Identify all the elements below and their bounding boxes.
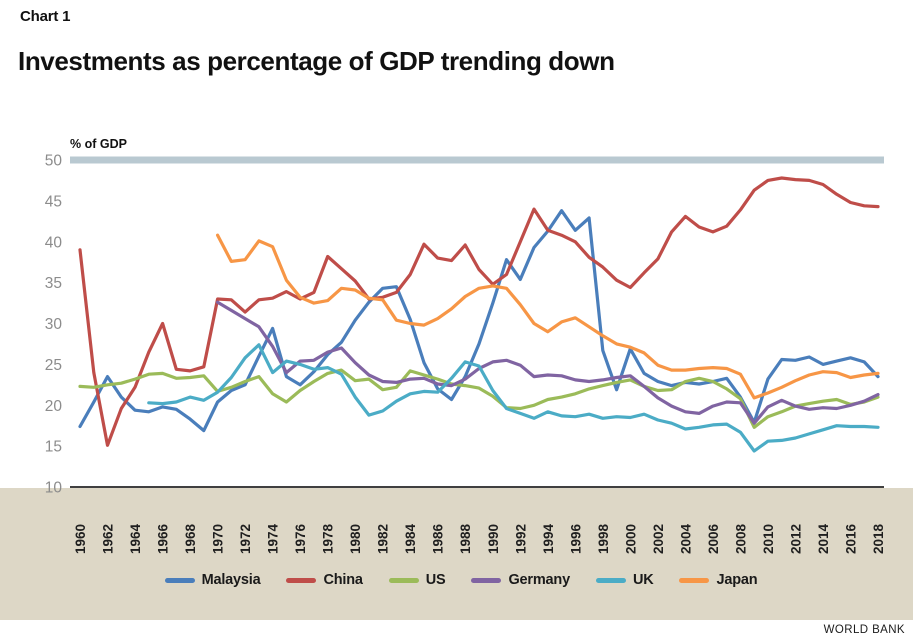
legend-swatch-japan [679, 577, 710, 583]
x-tick-label: 1962 [101, 524, 116, 554]
y-tick-label: 35 [45, 275, 62, 292]
legend-item-china: China [286, 572, 363, 588]
legend-label-malaysia: Malaysia [201, 572, 261, 588]
x-tick-label: 1992 [513, 524, 528, 554]
legend-swatch-malaysia [164, 577, 195, 583]
x-tick-label: 1978 [321, 523, 336, 554]
x-tick-label: 2016 [843, 523, 858, 554]
x-tick-label: 1960 [73, 524, 88, 554]
x-tick-label: 1998 [596, 523, 611, 554]
bottom-beige-band [0, 488, 913, 620]
x-tick-label: 1966 [156, 523, 171, 554]
legend-item-germany: Germany [471, 572, 570, 588]
chart-legend: Malaysia China US Germany UK Japan [0, 572, 922, 588]
y-tick-label: 25 [45, 357, 62, 374]
y-tick-label: 50 [45, 153, 63, 170]
x-tick-label: 1984 [403, 523, 418, 554]
x-tick-label: 1990 [486, 524, 501, 554]
chart-number-label: Chart 1 [20, 8, 71, 25]
series-line-china [78, 176, 880, 447]
y-tick-label: 40 [45, 234, 63, 251]
legend-label-uk: UK [632, 572, 654, 588]
x-tick-label: 2002 [651, 524, 666, 554]
x-tick-label: 1968 [183, 523, 198, 554]
y-tick-label: 45 [45, 193, 62, 210]
series-line-japan [216, 233, 880, 400]
legend-label-japan: Japan [716, 572, 758, 588]
legend-label-china: China [323, 572, 363, 588]
x-tick-label: 1976 [293, 523, 308, 554]
legend-swatch-us [388, 577, 419, 583]
legend-swatch-germany [471, 577, 502, 583]
series-line-germany [216, 300, 880, 425]
legend-item-uk: UK [595, 572, 654, 588]
x-tick-label: 1964 [128, 523, 143, 554]
y-tick-label: 10 [45, 480, 63, 497]
y-axis-unit-label: % of GDP [70, 137, 127, 151]
legend-swatch-uk [595, 577, 626, 583]
legend-label-us: US [425, 572, 446, 588]
x-tick-label: 1980 [348, 524, 363, 554]
x-tick-label: 2006 [706, 523, 721, 554]
legend-item-us: US [388, 572, 446, 588]
x-tick-label: 2018 [871, 523, 886, 554]
x-tick-label: 1988 [458, 523, 473, 554]
page-title: Investments as percentage of GDP trendin… [18, 46, 615, 76]
x-tick-label: 1970 [211, 524, 226, 554]
x-tick-label: 1994 [541, 523, 556, 554]
x-tick-label: 2000 [623, 524, 638, 554]
y-tick-label: 15 [45, 439, 62, 456]
gridline-band-50 [70, 156, 884, 164]
x-tick-label: 1996 [568, 523, 583, 554]
legend-swatch-china [286, 577, 317, 583]
x-tick-label: 1974 [266, 523, 281, 554]
legend-item-japan: Japan [679, 572, 758, 588]
x-tick-label: 2012 [788, 524, 803, 554]
legend-item-malaysia: Malaysia [164, 572, 261, 588]
series-line-uk [147, 343, 880, 453]
x-tick-label: 2014 [816, 523, 831, 554]
x-tick-label: 2008 [733, 523, 748, 554]
y-tick-label: 20 [45, 398, 63, 415]
legend-label-germany: Germany [508, 572, 570, 588]
x-tick-label: 2004 [678, 523, 693, 554]
source-attribution: WORLD BANK [823, 624, 905, 636]
x-tick-label: 2010 [761, 524, 776, 554]
x-tick-label: 1972 [238, 524, 253, 554]
x-tick-label: 1986 [431, 523, 446, 554]
y-tick-label: 30 [45, 316, 63, 333]
x-tick-label: 1982 [376, 524, 391, 554]
